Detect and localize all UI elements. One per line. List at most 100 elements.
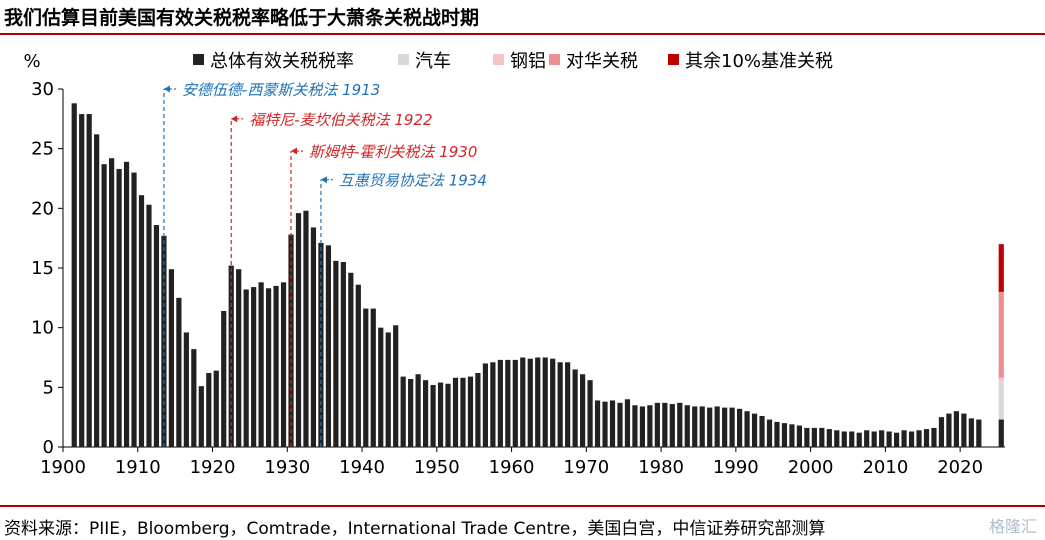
bar-1931 [295, 213, 302, 447]
bar-1909 [131, 172, 137, 448]
bar-2003 [834, 430, 840, 447]
bar-1928 [273, 285, 279, 447]
bar-1955 [475, 373, 481, 447]
y-tick-label: 0 [43, 437, 54, 458]
bar-1967 [565, 362, 571, 447]
bar-1960 [512, 359, 518, 447]
bar-1907 [116, 168, 122, 447]
y-tick-label: 25 [31, 139, 54, 160]
x-tick-label: 1930 [264, 457, 310, 478]
bar-1980 [662, 402, 668, 447]
x-tick-label: 1950 [414, 457, 460, 478]
bar-1924 [243, 289, 249, 447]
bar-2004 [841, 431, 847, 447]
bar-2011 [893, 432, 900, 447]
bar-1956 [482, 363, 489, 447]
bar-1989 [729, 407, 735, 447]
bar-1919 [206, 373, 212, 447]
bar-1996 [781, 423, 788, 447]
x-tick-label: 1970 [563, 457, 609, 478]
bar-1994 [766, 419, 773, 447]
bar-1982 [677, 402, 683, 447]
x-tick-label: 2000 [788, 457, 834, 478]
bar-1942 [378, 327, 384, 447]
y-tick-label: 10 [31, 318, 54, 339]
bar-1987 [714, 406, 720, 447]
bar-1933 [310, 227, 317, 447]
annotation-label-3: 互惠贸易协定法 1934 [339, 172, 487, 190]
bar-1921 [221, 310, 227, 447]
bar-1943 [385, 332, 391, 447]
bar-1923 [236, 269, 242, 447]
bar-1950 [437, 382, 444, 447]
bar-1949 [430, 384, 436, 447]
bar-2008 [871, 431, 877, 447]
y-tick-label: 30 [31, 79, 54, 100]
annotation-arrowhead-2 [291, 147, 298, 155]
x-tick-label: 1940 [339, 457, 385, 478]
bar-1932 [303, 210, 309, 447]
bar-2001 [819, 427, 825, 447]
bar-2020 [961, 413, 967, 447]
bar-1958 [497, 359, 503, 447]
x-tick-label: 2010 [862, 457, 908, 478]
bar-1995 [774, 421, 780, 447]
bar-2015 [923, 429, 930, 447]
annotations: 安德伍德-西蒙斯关税法 1913 福特尼-麦坎伯关税法 1922 斯姆特-霍利关税法… [163, 81, 487, 447]
legend-swatch-3 [549, 54, 560, 65]
bar-1970 [587, 380, 593, 447]
watermark: 格隆汇 [988, 517, 1037, 536]
bar-1993 [759, 415, 765, 447]
chart-title: 我们估算目前美国有效关税税率略低于大萧条关税战时期 [4, 7, 480, 29]
bar-1988 [722, 407, 728, 447]
bar-2018 [946, 413, 952, 447]
bar-1901 [71, 103, 77, 447]
bar-1906 [108, 158, 115, 448]
bar-1961 [520, 357, 526, 447]
bar-1904 [94, 134, 100, 447]
bar-2002 [826, 429, 832, 447]
bar-1992 [751, 413, 758, 447]
bar-1957 [490, 362, 496, 447]
bar-1947 [415, 374, 421, 447]
bar-1902 [79, 114, 85, 447]
bar-2010 [886, 431, 892, 447]
bar-2014 [916, 430, 922, 447]
stack-segment-3 [998, 291, 1004, 378]
bar-2000 [811, 427, 817, 447]
x-tick-label: 1920 [190, 457, 236, 478]
bar-1938 [348, 272, 354, 447]
bar-1914 [168, 269, 175, 447]
bar-1963 [535, 357, 541, 447]
legend: 总体有效关税税率 汽车 钢铝 对华关税 其余10%基准关税 [193, 51, 833, 72]
bar-1976 [632, 405, 638, 447]
bar-1922 [228, 265, 234, 447]
bar-1935 [325, 245, 332, 447]
bar-1926 [258, 282, 264, 447]
bar-1998 [796, 425, 803, 447]
bar-1925 [251, 287, 257, 447]
x-tick-label: 1980 [638, 457, 684, 478]
bar-1959 [505, 359, 511, 447]
axes: 0 5 10 15 20 25 30 1900 1910 1920 1930 1940 1950 1960… [31, 79, 1005, 478]
bar-1999 [804, 427, 810, 447]
bar-1991 [744, 411, 750, 447]
stack-segment-4 [998, 244, 1004, 292]
annotation-label-0: 安德伍德-西蒙斯关税法 1913 [182, 81, 380, 99]
bar-1997 [789, 424, 795, 447]
legend-swatch-0 [193, 54, 204, 65]
bar-2022 [976, 419, 982, 447]
bar-2017 [938, 417, 945, 447]
annotation-arrowhead-3 [320, 176, 327, 184]
y-tick-label: 20 [31, 198, 54, 219]
bar-1966 [557, 362, 563, 447]
bar-1948 [422, 380, 429, 447]
bar-2021 [968, 418, 974, 447]
legend-label-4: 其余10%基准关税 [685, 51, 833, 72]
y-tick-label: 5 [43, 377, 54, 398]
bar-2009 [879, 430, 885, 447]
stack-segment-2 [998, 377, 1004, 382]
stack-segment-1 [998, 381, 1004, 420]
bar-1944 [393, 325, 399, 447]
bar-1911 [146, 204, 152, 447]
